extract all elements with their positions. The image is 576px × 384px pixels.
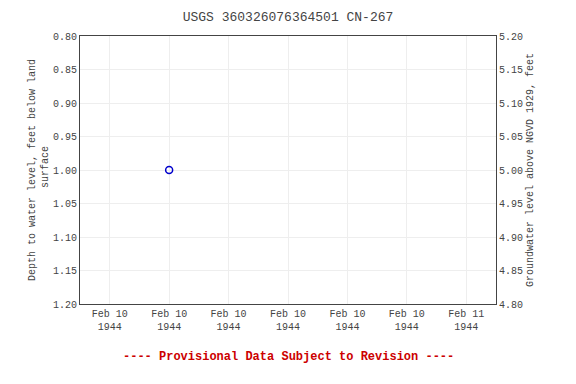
svg-text:USGS 360326076364501 CN-267: USGS 360326076364501 CN-267 — [183, 10, 394, 25]
svg-text:Feb 101944: Feb 101944 — [389, 309, 425, 333]
svg-text:Feb 101944: Feb 101944 — [211, 309, 247, 333]
svg-text:5.20: 5.20 — [499, 32, 523, 43]
svg-text:4.85: 4.85 — [499, 266, 523, 277]
svg-text:4.80: 4.80 — [499, 300, 523, 311]
svg-text:4.90: 4.90 — [499, 233, 523, 244]
svg-text:0.90: 0.90 — [53, 99, 77, 110]
svg-text:Feb 111944: Feb 111944 — [448, 309, 484, 333]
svg-text:1.10: 1.10 — [53, 233, 77, 244]
svg-text:Feb 101944: Feb 101944 — [151, 309, 187, 333]
svg-text:Feb 101944: Feb 101944 — [270, 309, 306, 333]
svg-text:5.15: 5.15 — [499, 65, 523, 76]
svg-text:Groundwater level above NGVD 1: Groundwater level above NGVD 1929, feet — [525, 53, 536, 287]
svg-text:5.00: 5.00 — [499, 166, 523, 177]
svg-text:1.00: 1.00 — [53, 166, 77, 177]
svg-text:1.05: 1.05 — [53, 199, 77, 210]
svg-text:Depth to water level, feet bel: Depth to water level, feet below land su… — [27, 59, 51, 281]
svg-text:1.15: 1.15 — [53, 266, 77, 277]
svg-text:0.95: 0.95 — [53, 132, 77, 143]
svg-text:Feb 101944: Feb 101944 — [92, 309, 128, 333]
svg-text:4.95: 4.95 — [499, 199, 523, 210]
svg-text:---- Provisional Data Subject: ---- Provisional Data Subject to Revisio… — [123, 350, 454, 364]
svg-text:5.10: 5.10 — [499, 99, 523, 110]
svg-text:5.05: 5.05 — [499, 132, 523, 143]
svg-text:0.85: 0.85 — [53, 65, 77, 76]
svg-text:1.20: 1.20 — [53, 300, 77, 311]
svg-text:0.80: 0.80 — [53, 32, 77, 43]
svg-text:Feb 101944: Feb 101944 — [329, 309, 365, 333]
